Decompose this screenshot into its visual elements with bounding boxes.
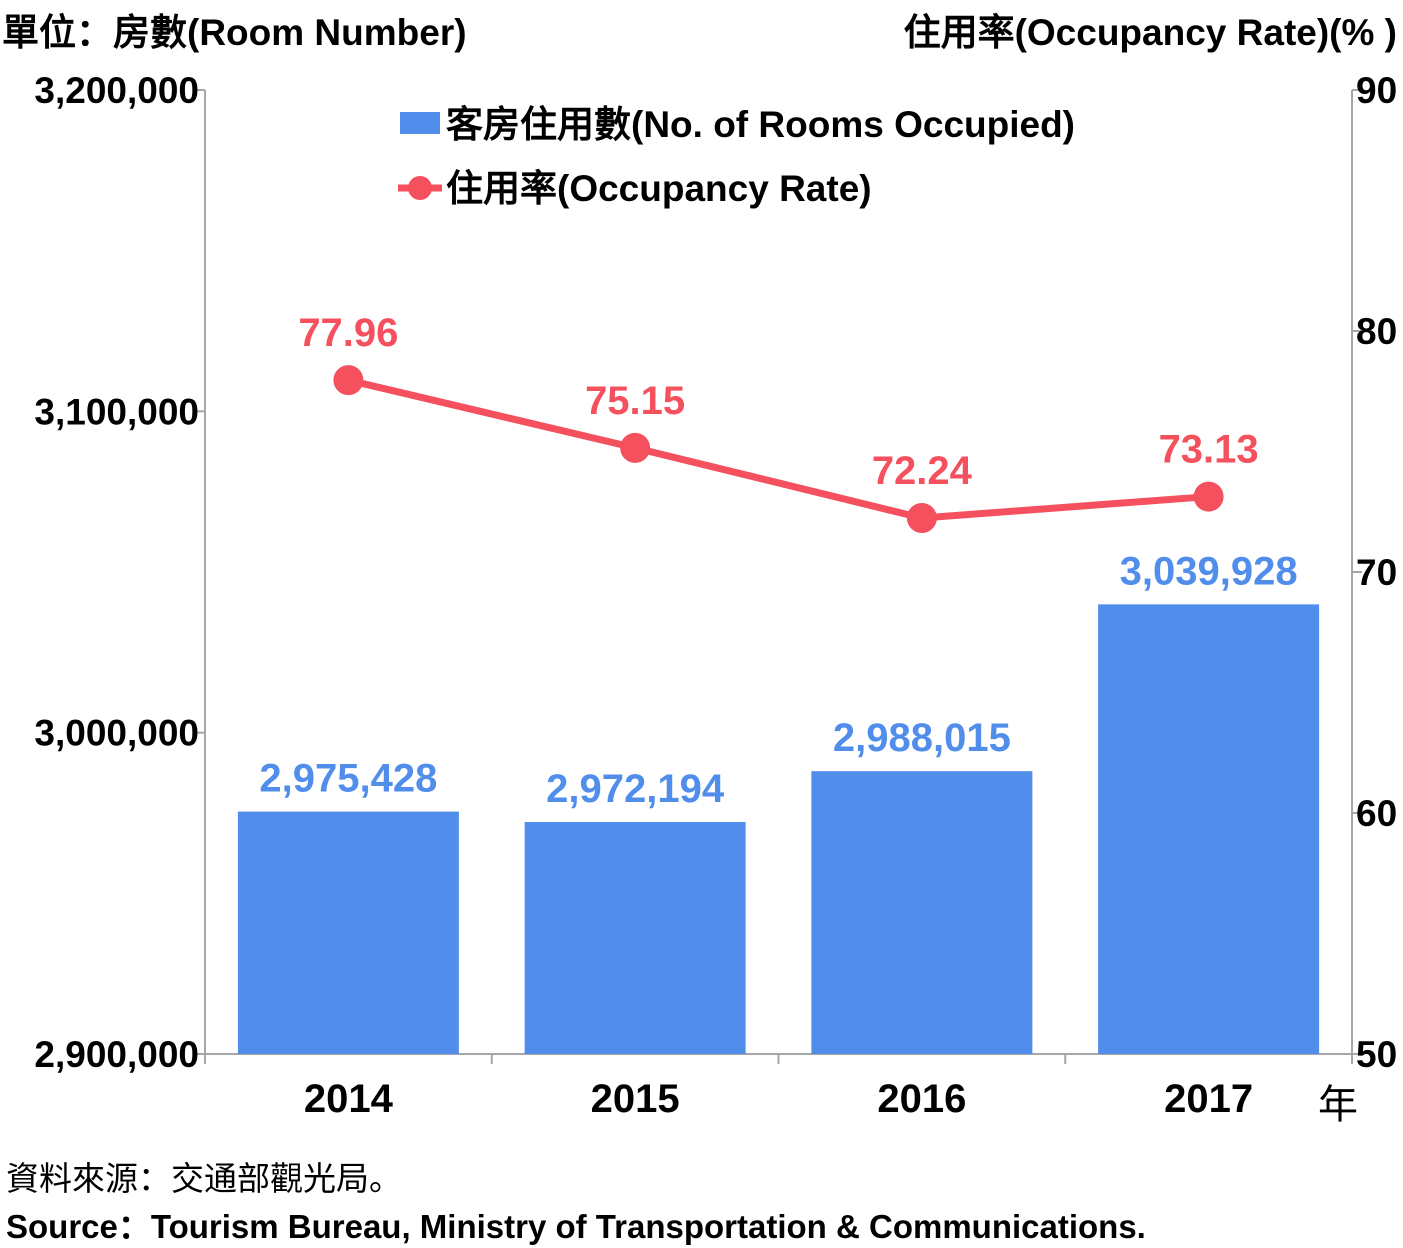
bar-value-label: 2,972,194	[546, 767, 725, 811]
line-point	[906, 503, 937, 534]
bar	[237, 811, 459, 1054]
y-axis-right-title: 住用率(Occupancy Rate)(% )	[903, 12, 1397, 53]
x-tick-label: 2017	[1164, 1077, 1253, 1121]
y-left-tick-label: 3,000,000	[34, 713, 199, 754]
line-value-label: 77.96	[298, 311, 398, 355]
data-labels: 2,975,428 2,972,194 2,988,015 3,039,928 77.9…	[259, 311, 1297, 811]
line-value-label: 72.24	[872, 449, 973, 493]
line-value-label: 73.13	[1159, 428, 1259, 472]
bar	[811, 771, 1033, 1054]
y-left-tick-label: 2,900,000	[34, 1034, 199, 1075]
x-axis-unit: 年	[1318, 1083, 1358, 1127]
source-note-zh: 資料來源：交通部觀光局。	[6, 1160, 402, 1197]
y-right-tick-label: 80	[1356, 311, 1397, 352]
x-tick-label: 2014	[304, 1077, 394, 1121]
legend-bar-swatch	[400, 112, 440, 134]
y-axis-left-title: 單位：房數(Room Number)	[2, 12, 467, 53]
line-value-label: 75.15	[585, 379, 685, 423]
y-left-tick-label: 3,200,000	[34, 70, 199, 111]
source-note-en: Source：Tourism Bureau, Ministry of Trans…	[6, 1208, 1146, 1245]
legend: 客房住用數(No. of Rooms Occupied) 住用率(Occupanc…	[398, 104, 1075, 209]
x-tick-label: 2015	[591, 1077, 680, 1121]
bar	[524, 822, 746, 1054]
x-tick-label: 2016	[877, 1077, 966, 1121]
y-right-tick-label: 70	[1356, 552, 1397, 593]
bar-value-label: 2,975,428	[259, 757, 437, 801]
legend-line-label: 住用率(Occupancy Rate)	[446, 168, 872, 209]
bar-series	[237, 604, 1320, 1054]
bar-value-label: 2,988,015	[833, 716, 1011, 760]
y-right-tick-label: 50	[1356, 1034, 1397, 1075]
line-series	[333, 365, 1224, 534]
bar-value-label: 3,039,928	[1120, 549, 1298, 593]
legend-bar-label: 客房住用數(No. of Rooms Occupied)	[446, 104, 1075, 145]
y-right-tick-label: 90	[1356, 70, 1397, 111]
bar	[1098, 604, 1320, 1054]
line-point	[333, 365, 364, 396]
legend-line-marker	[408, 176, 432, 200]
occupancy-line	[347, 376, 1209, 522]
line-point	[620, 432, 651, 463]
y-left-tick-label: 3,100,000	[34, 391, 199, 432]
axes: 2,900,000 3,000,000 3,100,000 3,200,000 50 60…	[34, 70, 1397, 1121]
line-point	[1193, 481, 1224, 512]
y-right-tick-label: 60	[1356, 793, 1397, 834]
